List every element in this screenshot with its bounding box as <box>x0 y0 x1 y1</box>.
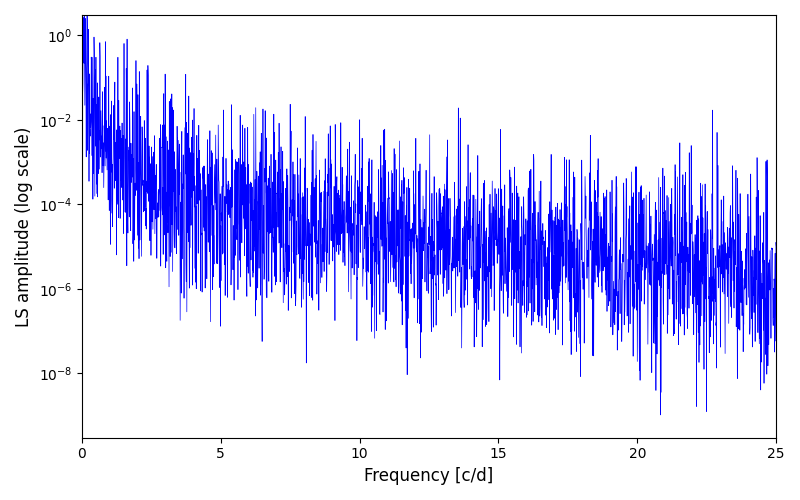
X-axis label: Frequency [c/d]: Frequency [c/d] <box>364 467 494 485</box>
Y-axis label: LS amplitude (log scale): LS amplitude (log scale) <box>15 126 33 326</box>
